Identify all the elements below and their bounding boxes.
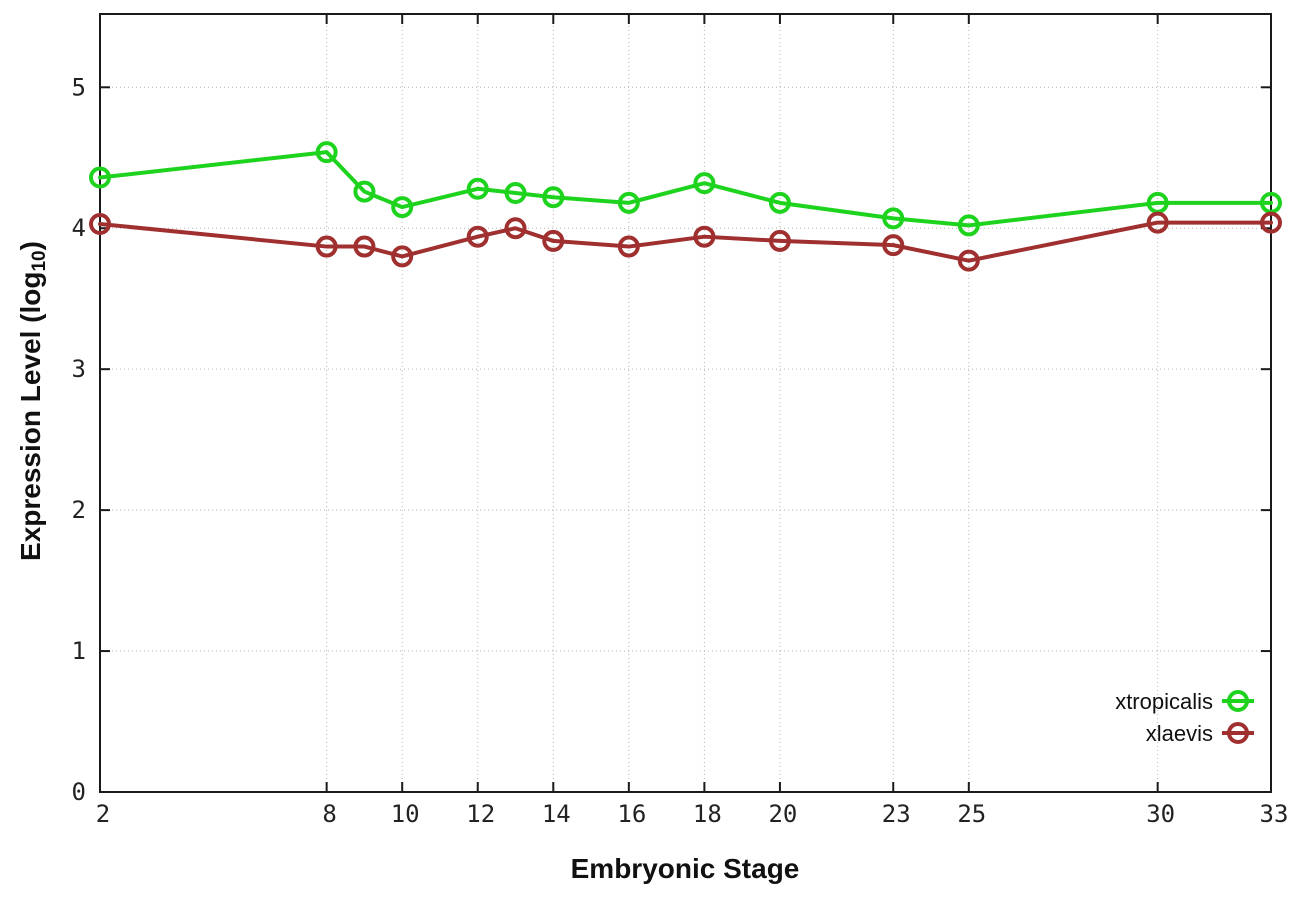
legend-label-xtropicalis: xtropicalis xyxy=(1115,689,1213,714)
y-axis-title-close: ) xyxy=(14,241,46,251)
data-point-marker-xlaevis xyxy=(504,217,527,240)
y-tick-label: 2 xyxy=(72,496,86,524)
data-point-marker-xlaevis xyxy=(693,225,716,248)
data-point-marker-xlaevis xyxy=(391,245,414,268)
x-tick-label: 23 xyxy=(882,800,911,828)
series-line-xtropicalis xyxy=(98,150,1273,228)
plot-border xyxy=(99,13,1272,793)
x-tick-label: 33 xyxy=(1260,800,1289,828)
data-point-marker-xtropicalis xyxy=(391,196,414,219)
data-point-marker-xlaevis xyxy=(353,235,376,258)
x-tick-label: 20 xyxy=(768,800,797,828)
x-tick-label: 25 xyxy=(957,800,986,828)
data-point-marker-xlaevis xyxy=(1146,211,1169,234)
data-point-marker-xlaevis xyxy=(315,235,338,258)
data-point-marker-xtropicalis xyxy=(768,191,791,214)
data-point-marker-xlaevis xyxy=(89,213,111,236)
data-point-marker-xtropicalis xyxy=(315,141,338,164)
data-point-marker-xlaevis xyxy=(882,234,905,257)
data-point-marker-xtropicalis xyxy=(957,214,980,237)
x-tick-label: 30 xyxy=(1146,800,1175,828)
data-point-marker-xtropicalis xyxy=(353,180,376,203)
data-point-marker-xtropicalis xyxy=(542,186,565,209)
data-point-marker-xtropicalis xyxy=(882,207,905,230)
y-axis-title: Expression Level (log10) xyxy=(15,241,51,561)
data-point-marker-xtropicalis xyxy=(504,181,527,204)
y-axis-title-subscript: 10 xyxy=(29,250,51,272)
y-tick-label: 5 xyxy=(72,73,86,101)
y-tick-label: 1 xyxy=(72,637,86,665)
legend-label-xlaevis: xlaevis xyxy=(1146,721,1213,746)
x-tick-label: 18 xyxy=(693,800,722,828)
x-tick-label: 10 xyxy=(391,800,420,828)
data-point-marker-xtropicalis xyxy=(693,172,716,195)
y-tick-label: 3 xyxy=(72,355,86,383)
y-tick-label: 0 xyxy=(72,778,86,806)
x-tick-label: 2 xyxy=(96,800,110,828)
data-point-marker-xlaevis xyxy=(542,229,565,252)
x-tick-label: 12 xyxy=(466,800,495,828)
legend-marker-xtropicalis xyxy=(1227,690,1249,712)
data-point-marker-xlaevis xyxy=(466,225,489,248)
data-point-marker-xtropicalis xyxy=(89,166,111,189)
series-line-xlaevis xyxy=(98,220,1273,263)
y-axis-title-text: Expression Level (log xyxy=(14,271,46,561)
x-axis-title: Embryonic Stage xyxy=(570,853,800,884)
y-tick-label: 4 xyxy=(72,214,86,242)
data-point-marker-xlaevis xyxy=(1260,211,1282,234)
x-tick-label: 14 xyxy=(542,800,571,828)
data-point-marker-xtropicalis xyxy=(466,177,489,200)
data-point-marker-xlaevis xyxy=(617,235,640,258)
data-point-marker-xlaevis xyxy=(957,249,980,272)
legend-marker-xlaevis xyxy=(1227,722,1249,744)
x-tick-label: 16 xyxy=(617,800,646,828)
data-point-marker-xlaevis xyxy=(768,229,791,252)
data-point-marker-xtropicalis xyxy=(617,191,640,214)
x-tick-label: 8 xyxy=(322,800,336,828)
